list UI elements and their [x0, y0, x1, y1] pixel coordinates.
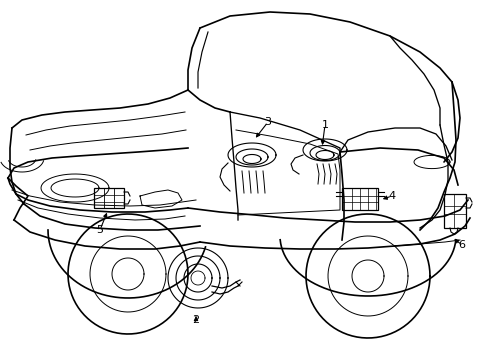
Bar [341, 188, 377, 210]
Text: 6: 6 [458, 240, 465, 250]
Text: 5: 5 [96, 225, 103, 235]
Text: 2: 2 [192, 315, 199, 325]
Text: 4: 4 [387, 191, 395, 201]
Text: 1: 1 [321, 120, 328, 130]
Bar [94, 188, 124, 208]
Text: 3: 3 [264, 117, 271, 127]
Bar [443, 194, 465, 228]
